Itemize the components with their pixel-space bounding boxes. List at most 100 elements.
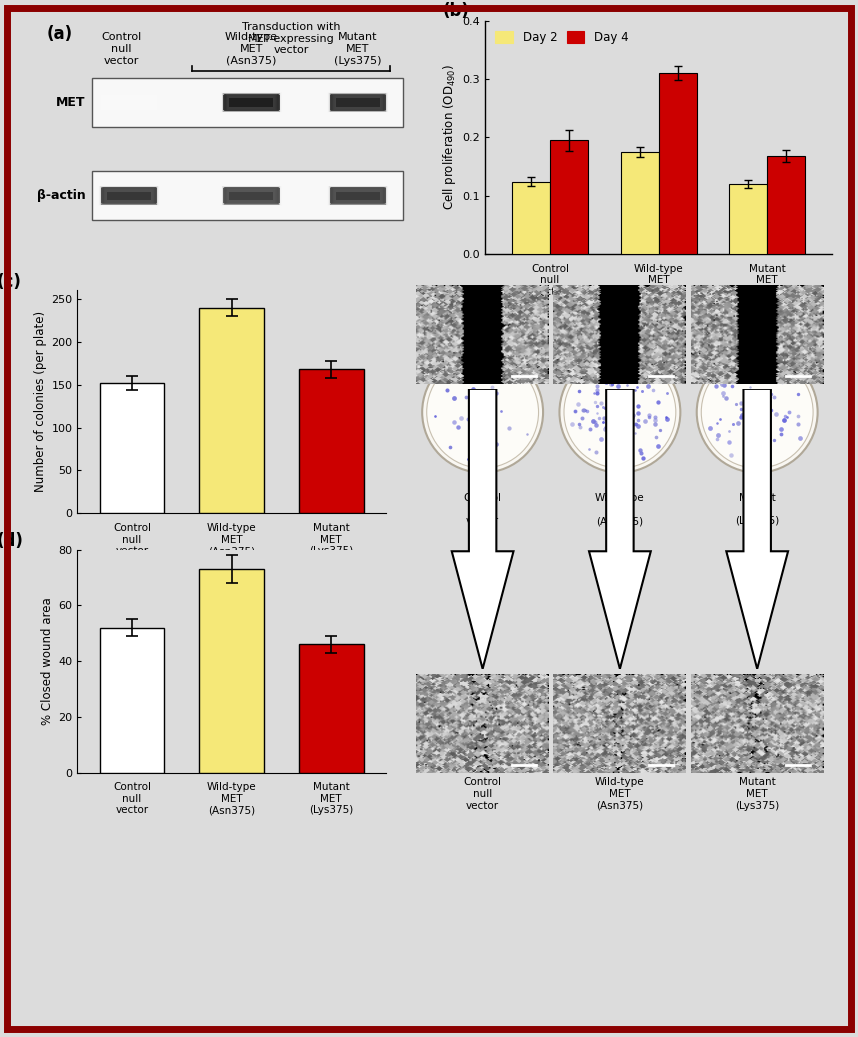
Point bbox=[616, 383, 630, 399]
Bar bbox=[222, 93, 281, 112]
Point bbox=[604, 443, 618, 459]
Point bbox=[599, 400, 613, 417]
Point bbox=[761, 409, 775, 425]
Bar bbox=[101, 93, 157, 111]
Bar bbox=[223, 95, 280, 110]
Point bbox=[613, 371, 626, 388]
Point bbox=[611, 444, 625, 460]
Point bbox=[577, 401, 590, 418]
Point bbox=[660, 411, 674, 427]
Point bbox=[474, 404, 488, 421]
Bar bbox=[220, 186, 283, 206]
Point bbox=[651, 394, 665, 411]
Bar bbox=[767, 156, 805, 254]
Point bbox=[583, 420, 597, 437]
Bar bbox=[331, 94, 385, 111]
Bar bbox=[299, 644, 364, 773]
Bar bbox=[99, 92, 160, 112]
Bar bbox=[100, 186, 159, 205]
Point bbox=[754, 401, 768, 418]
Point bbox=[649, 416, 662, 432]
Point bbox=[476, 404, 490, 421]
Point bbox=[565, 415, 579, 431]
Bar bbox=[102, 188, 156, 204]
Bar bbox=[226, 94, 277, 110]
Point bbox=[605, 367, 619, 384]
Point bbox=[621, 386, 635, 402]
Point bbox=[635, 383, 649, 399]
Point bbox=[744, 393, 758, 410]
Point bbox=[766, 363, 780, 380]
Point bbox=[703, 419, 716, 436]
Point bbox=[731, 415, 745, 431]
Bar bbox=[329, 93, 386, 112]
Point bbox=[596, 399, 610, 416]
Point bbox=[589, 417, 603, 433]
Point bbox=[479, 416, 492, 432]
Point bbox=[644, 366, 658, 383]
Point bbox=[607, 404, 621, 421]
Bar bbox=[229, 192, 274, 200]
Point bbox=[770, 405, 783, 422]
Point bbox=[774, 367, 788, 384]
Point bbox=[643, 407, 656, 423]
Bar bbox=[229, 99, 274, 107]
Point bbox=[638, 362, 652, 379]
Point bbox=[601, 383, 615, 399]
Point bbox=[624, 408, 637, 424]
Point bbox=[477, 429, 491, 446]
Point bbox=[573, 418, 587, 435]
Point bbox=[610, 389, 624, 405]
Bar bbox=[99, 186, 160, 205]
Bar bbox=[100, 95, 158, 110]
Point bbox=[467, 381, 480, 397]
Bar bbox=[199, 308, 264, 513]
Point bbox=[618, 403, 631, 420]
Point bbox=[447, 390, 461, 407]
Point bbox=[613, 408, 626, 424]
Point bbox=[614, 404, 628, 421]
Text: Mutant
MET
(Lys375): Mutant MET (Lys375) bbox=[735, 493, 779, 526]
Bar bbox=[335, 95, 381, 109]
Bar bbox=[620, 152, 659, 254]
Point bbox=[464, 402, 478, 419]
Point bbox=[758, 384, 772, 400]
Point bbox=[597, 410, 611, 426]
Point bbox=[613, 398, 626, 415]
Point bbox=[623, 443, 637, 459]
Point bbox=[746, 387, 760, 403]
Bar bbox=[729, 185, 767, 254]
Point bbox=[777, 412, 791, 428]
Point bbox=[791, 416, 805, 432]
Point bbox=[607, 386, 620, 402]
Point bbox=[603, 388, 617, 404]
Point bbox=[742, 409, 756, 425]
Point bbox=[750, 402, 764, 419]
Point bbox=[571, 416, 585, 432]
Point bbox=[486, 387, 499, 403]
Point bbox=[601, 417, 615, 433]
Text: Mutant
MET
(Lys375): Mutant MET (Lys375) bbox=[735, 778, 779, 811]
Point bbox=[775, 426, 789, 443]
Point bbox=[611, 356, 625, 372]
Bar bbox=[333, 189, 383, 203]
Bar bbox=[106, 95, 153, 109]
Point bbox=[451, 419, 465, 436]
Point bbox=[740, 408, 753, 424]
Legend: Day 2, Day 4: Day 2, Day 4 bbox=[491, 27, 633, 49]
Point bbox=[653, 422, 667, 439]
Point bbox=[625, 387, 638, 403]
Text: MET: MET bbox=[56, 95, 86, 109]
Point bbox=[770, 367, 784, 384]
Point bbox=[605, 393, 619, 410]
Point bbox=[503, 420, 517, 437]
Point bbox=[784, 371, 798, 388]
Point bbox=[626, 407, 640, 423]
Bar bbox=[550, 140, 588, 254]
Bar bbox=[106, 189, 152, 202]
Point bbox=[635, 445, 649, 461]
Point bbox=[630, 379, 644, 395]
Point bbox=[647, 372, 661, 389]
Point bbox=[640, 368, 654, 385]
Point bbox=[615, 355, 629, 371]
